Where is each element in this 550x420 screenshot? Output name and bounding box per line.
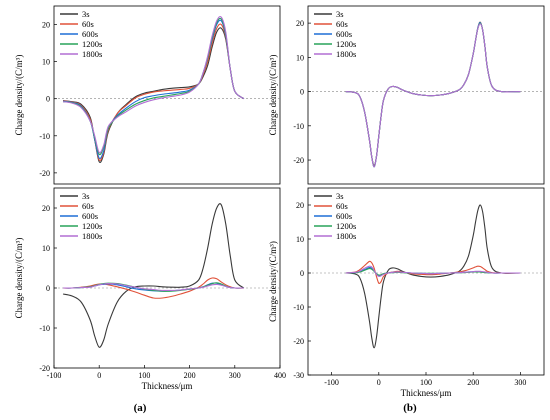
y-tick-label: 20 (42, 204, 50, 213)
series-line-1800s (345, 265, 521, 278)
y-axis-label: Charge density/(C/m³) (14, 238, 24, 319)
legend-label: 600s (82, 29, 98, 39)
series-group (345, 21, 521, 168)
legend-label: 1200s (82, 221, 102, 231)
y-tick-label: 20 (42, 21, 50, 30)
x-tick-label: 300 (229, 371, 241, 380)
legend-label: 600s (336, 211, 352, 221)
legend-label: 60s (336, 201, 348, 211)
legend-label: 3s (82, 191, 90, 201)
x-tick-label: 100 (138, 371, 150, 380)
y-tick-label: 20 (296, 201, 304, 210)
caption-b: (b) (403, 402, 417, 414)
x-tick-label: 100 (420, 378, 432, 387)
x-tick-label: 400 (274, 371, 286, 380)
legend-label: 600s (82, 211, 98, 221)
series-group (345, 204, 521, 349)
legend-label: 1200s (336, 39, 356, 49)
legend-label: 1800s (82, 49, 102, 59)
y-axis-label: Charge density/(C/m³) (268, 55, 278, 136)
y-tick-label: -10 (39, 324, 50, 333)
y-axis-label: Charge density/(C/m³) (268, 241, 278, 322)
chart-panel-2: -20 -10 0 10 20 Charge density/(C/m³) 3s60s600… (268, 5, 545, 185)
legend-label: 600s (336, 29, 352, 39)
plot-frame (53, 5, 281, 185)
x-tick-label: 300 (514, 378, 526, 387)
y-axis-label: Charge density/(C/m³) (14, 55, 24, 136)
legend-label: 1800s (336, 49, 356, 59)
series-group (62, 203, 245, 348)
x-tick-label: 0 (97, 371, 101, 380)
legend-label: 3s (82, 9, 90, 19)
series-line-60s (345, 260, 521, 284)
legend-label: 1800s (82, 231, 102, 241)
x-tick-label: -100 (47, 371, 62, 380)
legend-label: 1200s (82, 39, 102, 49)
x-tick-label: 200 (184, 371, 196, 380)
x-axis-label: Thickness/μm (401, 388, 452, 398)
series-line-1800s (345, 23, 521, 168)
series-line-1200s (345, 22, 521, 168)
legend-label: 3s (336, 9, 344, 19)
caption-a: (a) (134, 402, 147, 414)
y-tick-label: -20 (39, 364, 50, 373)
y-tick-label: -20 (39, 169, 50, 178)
chart-panel-0: -20 -10 0 10 20 Charge density/(C/m³) 3s60s600… (14, 5, 281, 185)
y-tick-label: 20 (296, 19, 304, 28)
series-group (62, 15, 245, 163)
legend-label: 60s (336, 19, 348, 29)
legend-label: 3s (336, 191, 344, 201)
y-tick-label: 10 (296, 235, 304, 244)
series-line-3s (345, 22, 521, 166)
y-tick-label: 10 (296, 53, 304, 62)
series-line-60s (345, 21, 521, 167)
y-tick-label: -10 (39, 132, 50, 141)
plot-frame (307, 5, 545, 185)
y-tick-label: 10 (42, 244, 50, 253)
series-line-600s (345, 21, 521, 168)
legend-label: 60s (82, 201, 94, 211)
series-line-3s (62, 203, 245, 348)
x-tick-label: 200 (467, 378, 479, 387)
legend-label: 1200s (336, 221, 356, 231)
legend-label: 1800s (336, 231, 356, 241)
series-line-1800s (62, 15, 245, 154)
y-tick-label: -20 (293, 337, 304, 346)
y-tick-label: -10 (293, 122, 304, 131)
plot-frame (53, 187, 281, 369)
y-tick-label: -20 (293, 156, 304, 165)
x-tick-label: -100 (324, 378, 339, 387)
y-tick-label: 0 (300, 88, 304, 97)
x-axis-label: Thickness/μm (142, 381, 193, 391)
series-line-60s (63, 277, 244, 299)
y-tick-label: -30 (293, 371, 304, 380)
y-tick-label: 10 (42, 58, 50, 67)
y-tick-label: -10 (293, 303, 304, 312)
series-line-3s (345, 204, 521, 349)
y-tick-label: 0 (300, 269, 304, 278)
x-tick-label: 0 (377, 378, 381, 387)
y-tick-label: 0 (46, 95, 50, 104)
legend-label: 60s (82, 19, 94, 29)
series-line-1800s (63, 283, 244, 292)
y-tick-label: 0 (46, 284, 50, 293)
